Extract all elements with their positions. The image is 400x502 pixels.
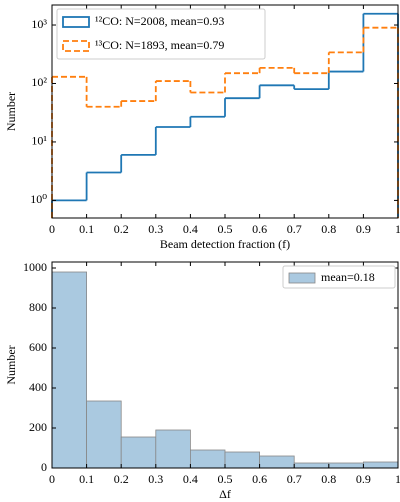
x-tick-label: 0.6 <box>252 472 267 486</box>
bar <box>189 449 226 469</box>
x-tick-label: 0.1 <box>79 222 94 236</box>
bar <box>51 271 87 469</box>
y-tick-label: 400 <box>29 380 47 394</box>
x-axis-label: Beam detection fraction (f) <box>160 237 290 251</box>
legend-swatch <box>62 16 90 28</box>
x-tick-label: 0.5 <box>218 472 233 486</box>
x-tick-label: 1 <box>395 222 400 236</box>
x-tick-label: 0.4 <box>183 472 198 486</box>
legend-label: ¹³CO: N=1893, mean=0.79 <box>95 38 224 52</box>
x-tick-label: 0.8 <box>321 472 336 486</box>
x-tick-label: 0.3 <box>148 472 163 486</box>
x-tick-label: 0.6 <box>252 222 267 236</box>
legend-swatch <box>62 40 90 52</box>
legend-label: ¹²CO: N=2008, mean=0.93 <box>95 14 224 28</box>
legend-swatch <box>288 272 316 284</box>
bar <box>259 455 295 469</box>
x-tick-label: 0.2 <box>114 472 129 486</box>
bar <box>120 436 157 469</box>
y-tick-label: 0 <box>41 460 47 474</box>
x-tick-label: 0.7 <box>287 472 302 486</box>
y-tick-label: 800 <box>29 300 47 314</box>
bar <box>224 451 260 469</box>
x-tick-label: 0.2 <box>114 222 129 236</box>
y-tick-label: 10² <box>31 75 47 89</box>
x-tick-label: 0 <box>49 222 55 236</box>
legend-box <box>56 8 266 60</box>
bar <box>328 462 364 469</box>
x-tick-label: 0.8 <box>321 222 336 236</box>
y-axis-label: Number <box>4 345 18 384</box>
y-axis-label: Number <box>4 92 18 131</box>
y-tick-label: 10⁰ <box>30 192 47 206</box>
y-tick-label: 600 <box>29 340 47 354</box>
bar <box>293 462 330 469</box>
x-axis-label: Δf <box>219 487 231 501</box>
y-tick-label: 200 <box>29 420 47 434</box>
y-tick-label: 1000 <box>23 260 47 274</box>
x-tick-label: 0 <box>49 472 55 486</box>
x-tick-label: 0.3 <box>148 222 163 236</box>
x-tick-label: 0.9 <box>356 472 371 486</box>
y-tick-label: 10¹ <box>31 134 47 148</box>
y-tick-label: 10³ <box>31 17 47 31</box>
bar <box>155 429 191 469</box>
bar <box>362 461 399 469</box>
x-tick-label: 1 <box>395 472 400 486</box>
x-tick-label: 0.1 <box>79 472 94 486</box>
legend-label: mean=0.18 <box>321 270 375 284</box>
bar <box>86 400 122 469</box>
x-tick-label: 0.4 <box>183 222 198 236</box>
x-tick-label: 0.7 <box>287 222 302 236</box>
x-tick-label: 0.9 <box>356 222 371 236</box>
x-tick-label: 0.5 <box>218 222 233 236</box>
